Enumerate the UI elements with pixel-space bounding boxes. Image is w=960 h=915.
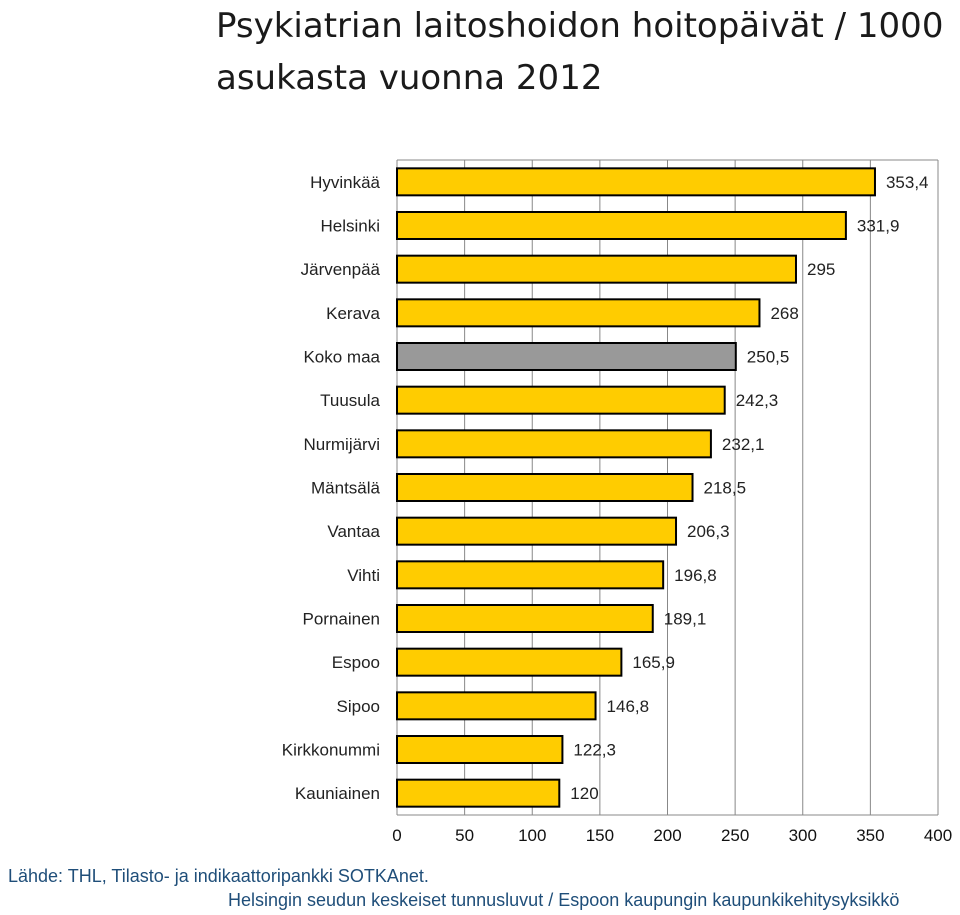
bar-9: [396, 560, 665, 590]
data-label: 146,8: [607, 697, 650, 716]
x-tick-label: 200: [653, 826, 681, 845]
category-label: Helsinki: [320, 217, 380, 236]
chart-title: Psykiatrian laitoshoidon hoitopäivät / 1…: [216, 6, 944, 98]
x-tick-label: 400: [924, 826, 952, 845]
data-label: 242,3: [736, 391, 779, 410]
data-label: 120: [570, 784, 598, 803]
category-label: Koko maa: [303, 348, 380, 367]
category-label: Vihti: [347, 566, 380, 585]
category-label: Kerava: [326, 304, 380, 323]
data-label: 232,1: [722, 435, 765, 454]
x-tick-label: 300: [789, 826, 817, 845]
data-label: 206,3: [687, 522, 730, 541]
x-tick-label: 0: [392, 826, 401, 845]
data-label: 331,9: [857, 217, 900, 236]
bar-2: [396, 254, 797, 284]
data-label: 218,5: [704, 479, 747, 498]
x-tick-label: 250: [721, 826, 749, 845]
source-note: Lähde: THL, Tilasto- ja indikaattoripank…: [8, 866, 429, 886]
bar-11: [396, 647, 623, 677]
bar-5: [396, 385, 726, 415]
x-tick-label: 50: [455, 826, 474, 845]
bar-14: [396, 778, 561, 808]
footer-note: Helsingin seudun keskeiset tunnusluvut /…: [228, 890, 900, 910]
data-label: 268: [770, 304, 798, 323]
category-label: Vantaa: [327, 522, 380, 541]
x-axis-ticks: 0 50 100 150 200 250 300 350 400: [392, 826, 952, 845]
category-label: Sipoo: [337, 697, 380, 716]
x-tick-label: 150: [586, 826, 614, 845]
bar-6: [396, 429, 712, 459]
data-label: 353,4: [886, 173, 929, 192]
category-label: Mäntsälä: [311, 479, 381, 498]
category-label: Kauniainen: [295, 784, 380, 803]
data-label: 122,3: [573, 741, 616, 760]
category-label: Tuusula: [320, 391, 380, 410]
bar-10: [396, 604, 654, 633]
data-label: 250,5: [747, 348, 790, 367]
category-label: Nurmijärvi: [304, 435, 381, 454]
category-label: Järvenpää: [301, 260, 381, 279]
bar-8: [396, 516, 678, 546]
x-tick-label: 100: [518, 826, 546, 845]
data-label: 165,9: [632, 653, 675, 672]
bar-4: [396, 342, 737, 371]
category-label: Kirkkonummi: [282, 741, 380, 760]
bars: [396, 167, 876, 808]
bar-1: [396, 211, 847, 240]
data-label: 295: [807, 260, 835, 279]
bar-3: [396, 298, 761, 328]
value-labels: 353,4 331,9 295 268 250,5 242,3 232,1 218,5 206,…: [570, 173, 928, 803]
category-label: Hyvinkää: [310, 173, 380, 192]
category-label: Pornainen: [302, 610, 380, 629]
bar-12: [396, 691, 597, 721]
category-label: Espoo: [332, 653, 380, 672]
bar-0: [396, 167, 876, 197]
data-label: 196,8: [674, 566, 717, 585]
x-tick-label: 350: [856, 826, 884, 845]
data-label: 189,1: [664, 610, 707, 629]
bar-7: [396, 473, 694, 502]
category-labels: Hyvinkää Helsinki Järvenpää Kerava Koko maa T…: [282, 173, 381, 803]
bar-13: [396, 735, 564, 764]
